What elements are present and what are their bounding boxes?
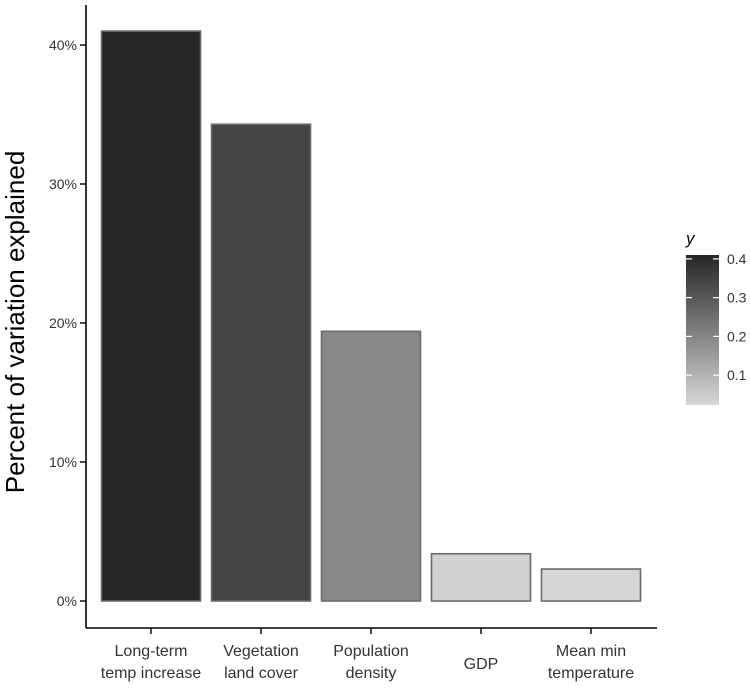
legend-tick-label-0: 0.1 <box>727 367 747 383</box>
bars-layer <box>100 30 642 602</box>
x-tick-label-line: Vegetation <box>223 643 299 660</box>
legend-title: y <box>685 229 696 248</box>
x-tick-label-2: Population density <box>333 643 409 682</box>
y-tick-label-2: 20% <box>49 315 77 331</box>
y-tick-label-3: 30% <box>49 176 77 192</box>
y-tick-label-0: 0% <box>57 593 77 609</box>
legend: y 0.1 0.2 0.3 0.4 <box>685 229 747 405</box>
x-tick-label-line: Population <box>333 643 409 660</box>
x-tick-label-line: temp increase <box>101 665 202 682</box>
bar-3 <box>430 552 532 602</box>
legend-colorbar <box>686 255 719 405</box>
legend-tick-label-2: 0.3 <box>727 290 747 306</box>
x-tick-label-line: Mean min <box>556 643 626 660</box>
bar-1 <box>210 123 312 602</box>
x-tick-label-line: GDP <box>464 656 499 673</box>
y-tick-label-4: 40% <box>49 37 77 53</box>
y-axis-label: Percent of variation explained <box>0 151 30 494</box>
x-tick-label-line: Long-term <box>115 643 188 660</box>
x-tick-label-0: Long-term temp increase <box>101 643 202 682</box>
bar-2 <box>320 330 422 602</box>
y-tick-label-1: 10% <box>49 454 77 470</box>
x-tick-label-3: GDP <box>464 656 499 673</box>
x-tick-label-line: land cover <box>224 665 298 682</box>
axes-layer: 0% 10% 20% 30% 40% Long-term temp increase Vege… <box>49 5 657 682</box>
x-tick-label-line: temperature <box>548 665 634 682</box>
bar-0 <box>100 30 202 602</box>
legend-tick-label-3: 0.4 <box>727 251 747 267</box>
legend-tick-label-1: 0.2 <box>727 328 747 344</box>
bar-4 <box>540 568 642 602</box>
x-tick-label-line: density <box>346 665 397 682</box>
x-tick-label-4: Mean min temperature <box>548 643 634 682</box>
x-tick-label-1: Vegetation land cover <box>223 643 299 682</box>
